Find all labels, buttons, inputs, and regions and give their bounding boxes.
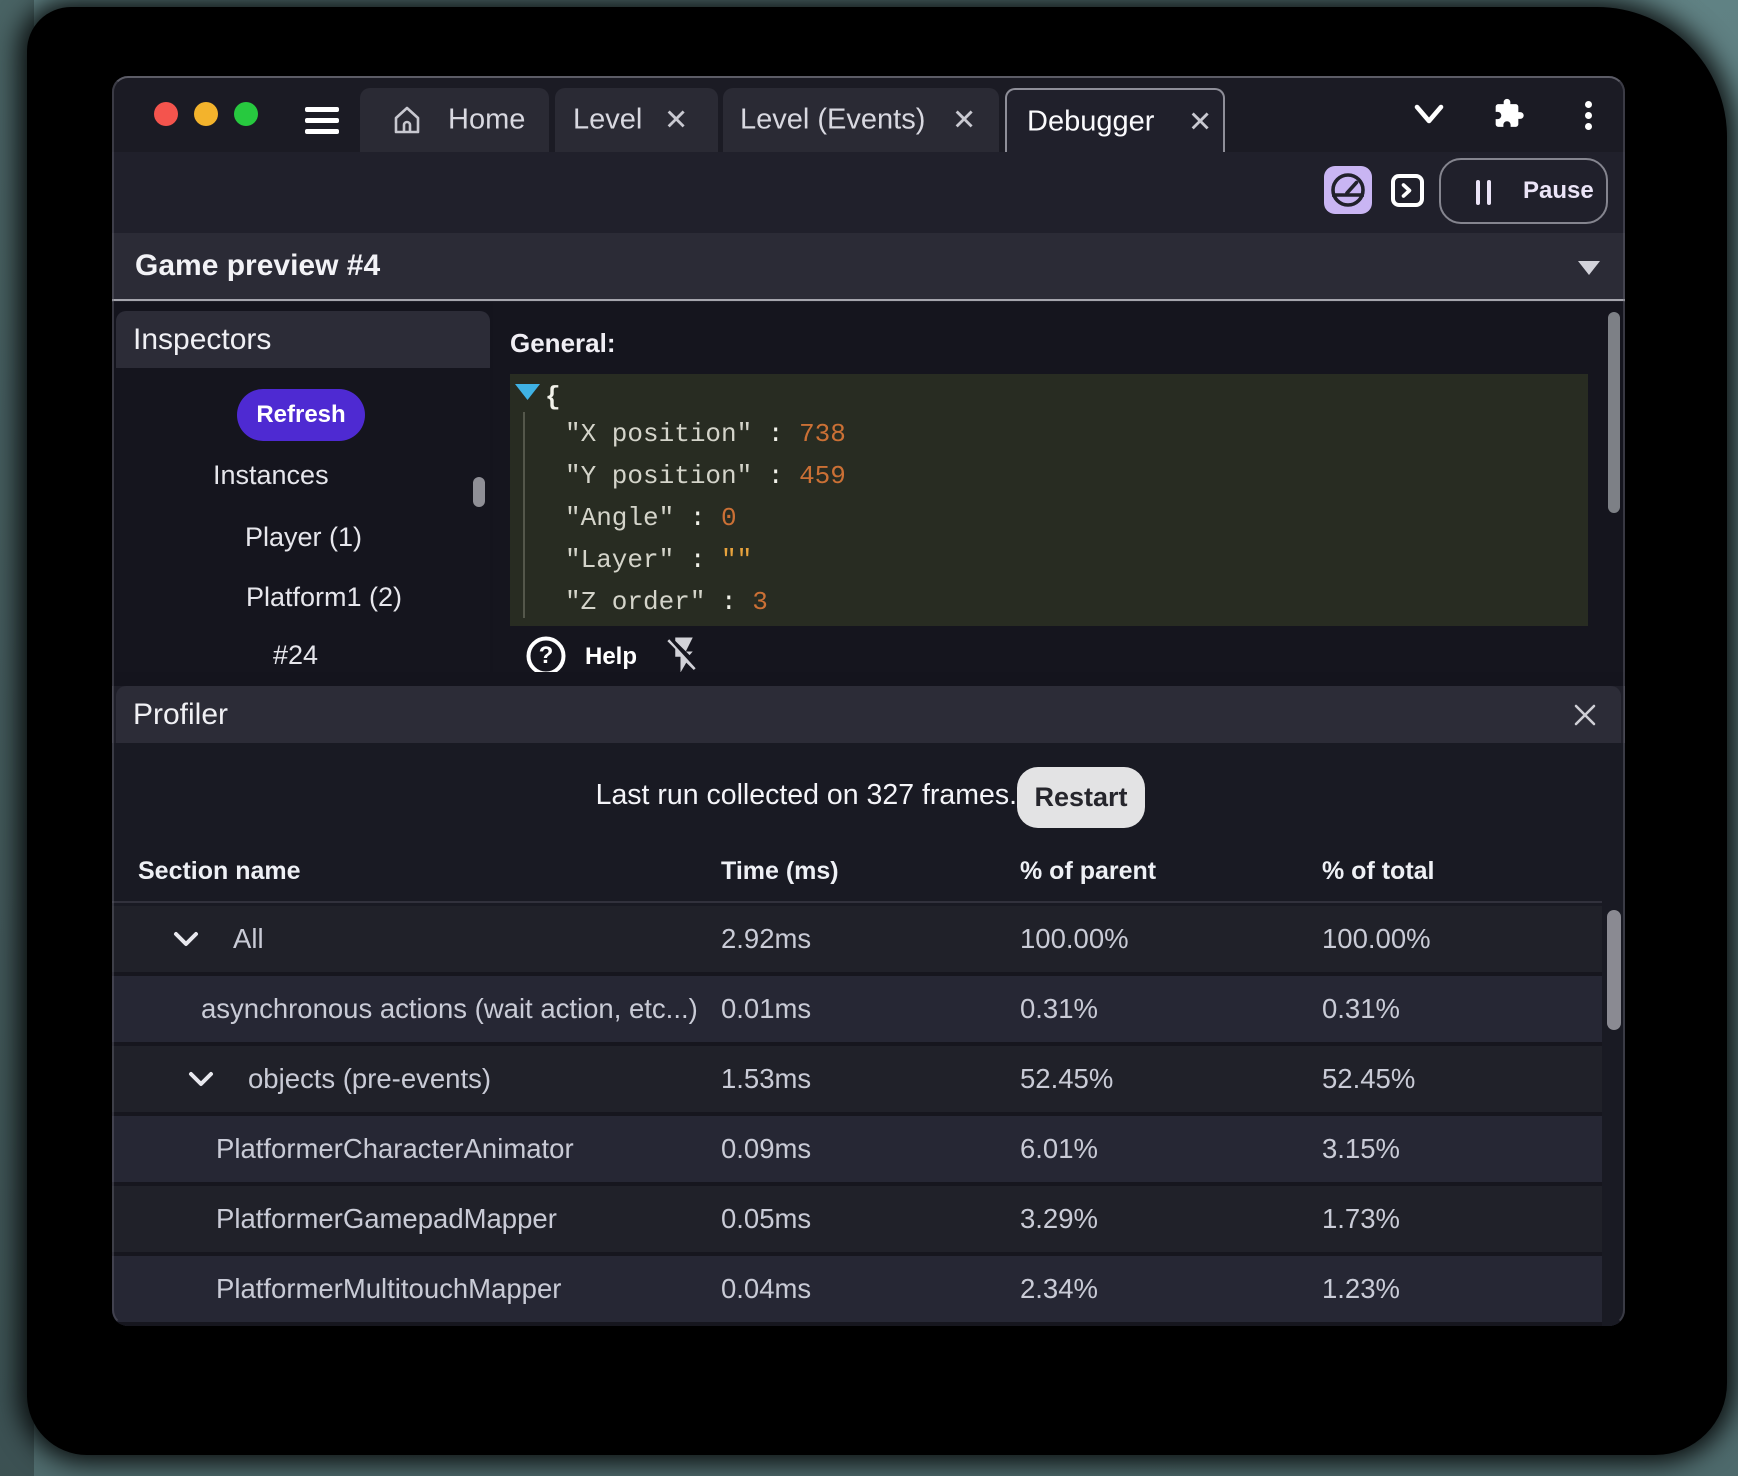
- svg-text:?: ?: [539, 642, 554, 669]
